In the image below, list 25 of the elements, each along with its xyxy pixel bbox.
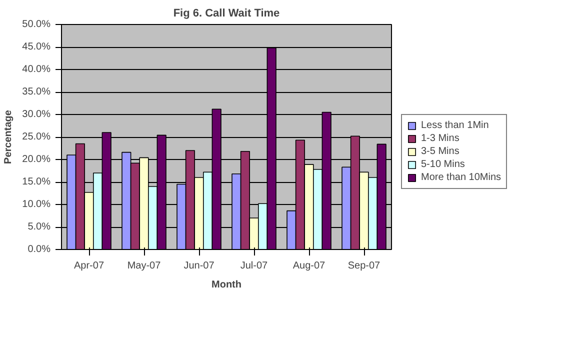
legend-label: More than 10Mins xyxy=(421,172,502,183)
y-tick-label: 0.0% xyxy=(28,244,51,255)
y-tick-label: 25.0% xyxy=(22,132,51,142)
legend-label: 3-5 Mins xyxy=(421,146,460,157)
x-axis-title: Month xyxy=(212,280,242,290)
y-tick-label: 20.0% xyxy=(22,154,51,165)
x-tick-label: Apr-07 xyxy=(74,260,104,272)
y-tick-label: 5.0% xyxy=(28,222,51,232)
y-tick-label: 50.0% xyxy=(22,19,51,30)
x-tick-label: Aug-07 xyxy=(292,260,326,272)
y-tick-label: 10.0% xyxy=(22,199,51,210)
y-axis-title: Percentage xyxy=(3,110,14,164)
x-tick-label: Jul-07 xyxy=(240,260,268,272)
legend-label: 5-10 Mins xyxy=(421,159,465,170)
y-tick-label: 40.0% xyxy=(22,64,51,75)
x-tick-label: May-07 xyxy=(127,260,162,272)
y-tick-label: 35.0% xyxy=(22,86,51,98)
legend-label: 1-3 Mins xyxy=(421,133,460,144)
y-tick-label: 30.0% xyxy=(22,109,51,120)
y-tick-label: 15.0% xyxy=(22,176,51,188)
x-tick-label: Jun-07 xyxy=(184,260,215,272)
legend-label: Less than 1Min xyxy=(421,120,489,131)
y-tick-label: 45.0% xyxy=(22,42,51,52)
x-tick-label: Sep-07 xyxy=(348,260,381,272)
chart-title: Fig 6. Call Wait Time xyxy=(173,8,280,20)
